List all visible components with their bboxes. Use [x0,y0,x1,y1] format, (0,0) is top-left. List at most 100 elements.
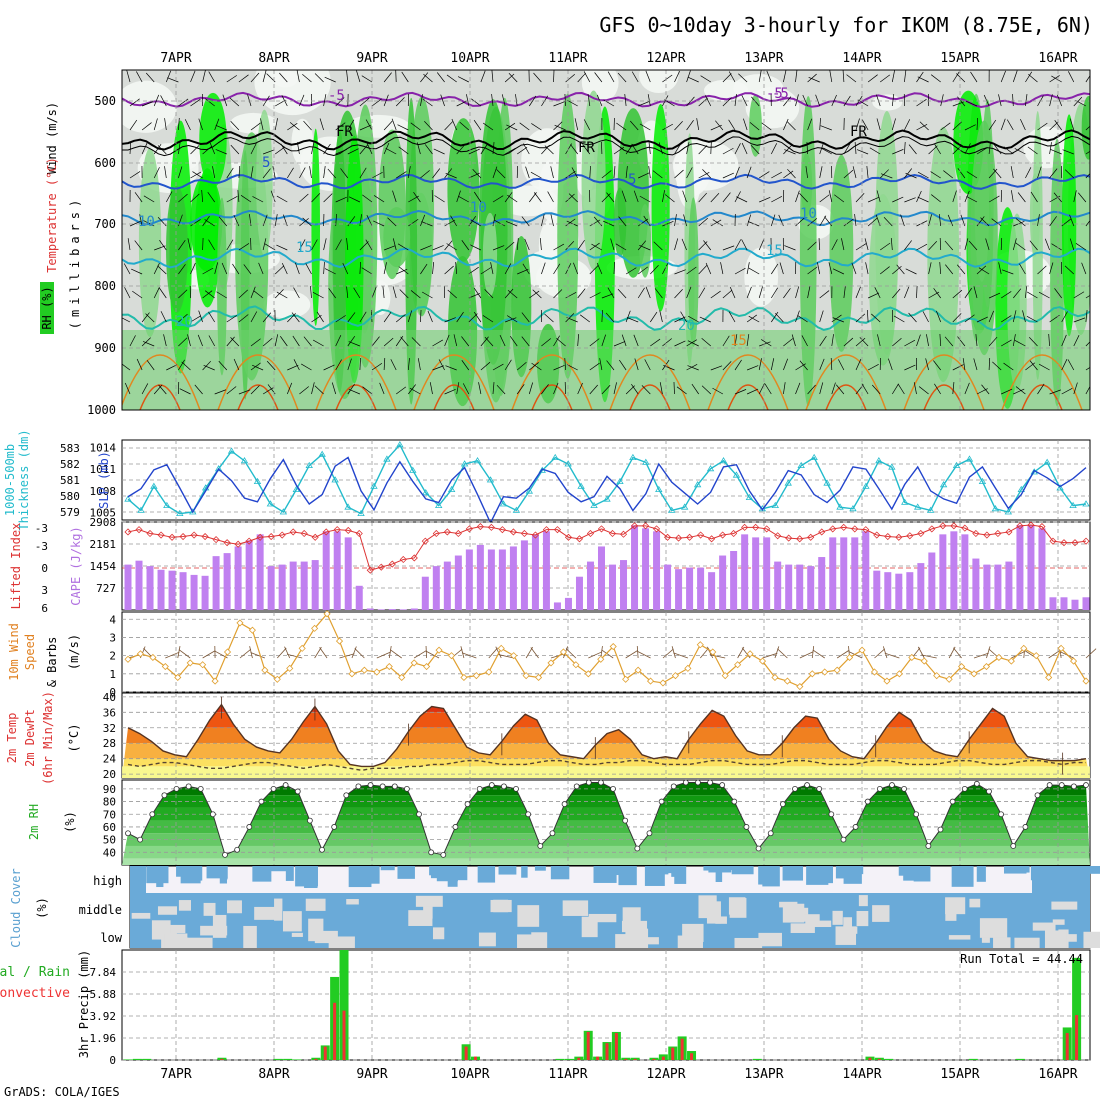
wind-barb [867,196,880,203]
precip-conv-bar [605,1043,609,1060]
cloud-gap-block [1051,901,1078,910]
wind-marker [472,672,480,680]
cape-bar [939,534,947,610]
wind-barb [504,263,512,275]
wind-barb [751,96,760,107]
cloud-high-block [835,866,850,879]
wind-barb [198,118,203,131]
wind-barb [908,312,917,323]
wind-barb [722,192,731,203]
wind-barb [637,287,645,299]
wind-barb [855,313,866,323]
rh-dry-patch [122,80,177,133]
wind-barb-10m [284,646,291,659]
rh-moist-streak [651,103,670,312]
wind-barb [658,142,663,155]
rh-moist-streak [194,168,221,308]
li-marker [201,532,209,541]
wind-barb [601,385,611,395]
warm-contour [511,354,593,410]
cloud-gap-block [1052,919,1065,925]
wind-barb [1000,237,1003,251]
wind-barb [179,388,191,395]
wind-barb [626,317,639,323]
wind-marker [970,670,978,678]
cloud-high-block [219,866,227,884]
thickness-marker [214,465,223,472]
precip-total-bar [752,1058,762,1060]
wind-barb [722,147,734,155]
temp-label-2: 2m DewPt [23,709,37,767]
wind-barb [446,74,457,83]
wind-barb [741,142,748,155]
thickness-marker [396,441,404,448]
wind-barb [722,172,734,179]
wind-barb [573,262,579,275]
thickness-marker [370,482,378,489]
wind-barb [501,94,506,107]
li-marker [851,525,859,533]
cloud-gap-block [185,937,213,948]
wind-marker [933,672,941,680]
wind-barb [517,269,529,275]
cloud-gap-block [682,923,704,942]
cloud-gap-block [178,900,191,911]
wind-barb [1064,265,1075,275]
wind-barb [687,340,699,347]
cloud-high-block [976,866,986,882]
wind-barb [934,143,941,155]
cloud-high-block [913,866,931,882]
li-marker [741,523,749,531]
rh-moist-streak [333,129,347,393]
wind-barb [964,124,976,131]
bottom-date-label: 15APR [940,1067,979,1082]
rh-moist-streak [613,187,627,257]
wind-barb [806,141,808,155]
cloud-gap-block [1083,931,1100,948]
rh-marker [634,845,641,852]
wind-barb [504,192,513,203]
rh-marker [513,785,519,792]
rh-moist-streak [800,152,813,217]
wind-barb [505,221,518,227]
wind-barb [1064,169,1075,179]
rh-marker [306,817,313,824]
wind-barb [631,71,639,83]
wind-barb [1001,315,1012,323]
temp-contour-line [122,173,1090,190]
wind-barb [197,334,203,347]
wind-barb [127,238,131,251]
wind-barb [653,241,663,251]
li-marker [1082,537,1090,545]
cape-bar [961,534,969,610]
wind-barb [761,122,772,131]
wind-barb [124,287,131,299]
wind-barb [686,96,695,107]
wind-barb [532,289,542,299]
wind-barb [638,101,650,107]
wind-barb [324,76,336,83]
cloud-gap-block [856,910,869,927]
wind-barb [589,338,600,347]
wind-barb [480,336,489,347]
precip-conv-bar [464,1046,468,1060]
wind-barb [613,341,626,347]
li-marker [663,533,672,541]
wind-marker [1082,677,1090,685]
wind-barb [774,312,784,323]
wind-marker [410,659,418,667]
wind-barb [342,262,349,275]
wind-barb [473,191,482,203]
wind-barb [411,337,421,347]
cape-bar [498,549,506,610]
wind-barb [830,357,833,371]
wind-barb [190,262,196,275]
wind-barb [621,334,627,347]
rh-marker [282,782,289,788]
rh-marker [973,780,980,787]
li-marker [421,537,429,545]
li-marker [597,525,606,533]
wind-barb [523,143,530,155]
wind-barb [874,287,881,299]
